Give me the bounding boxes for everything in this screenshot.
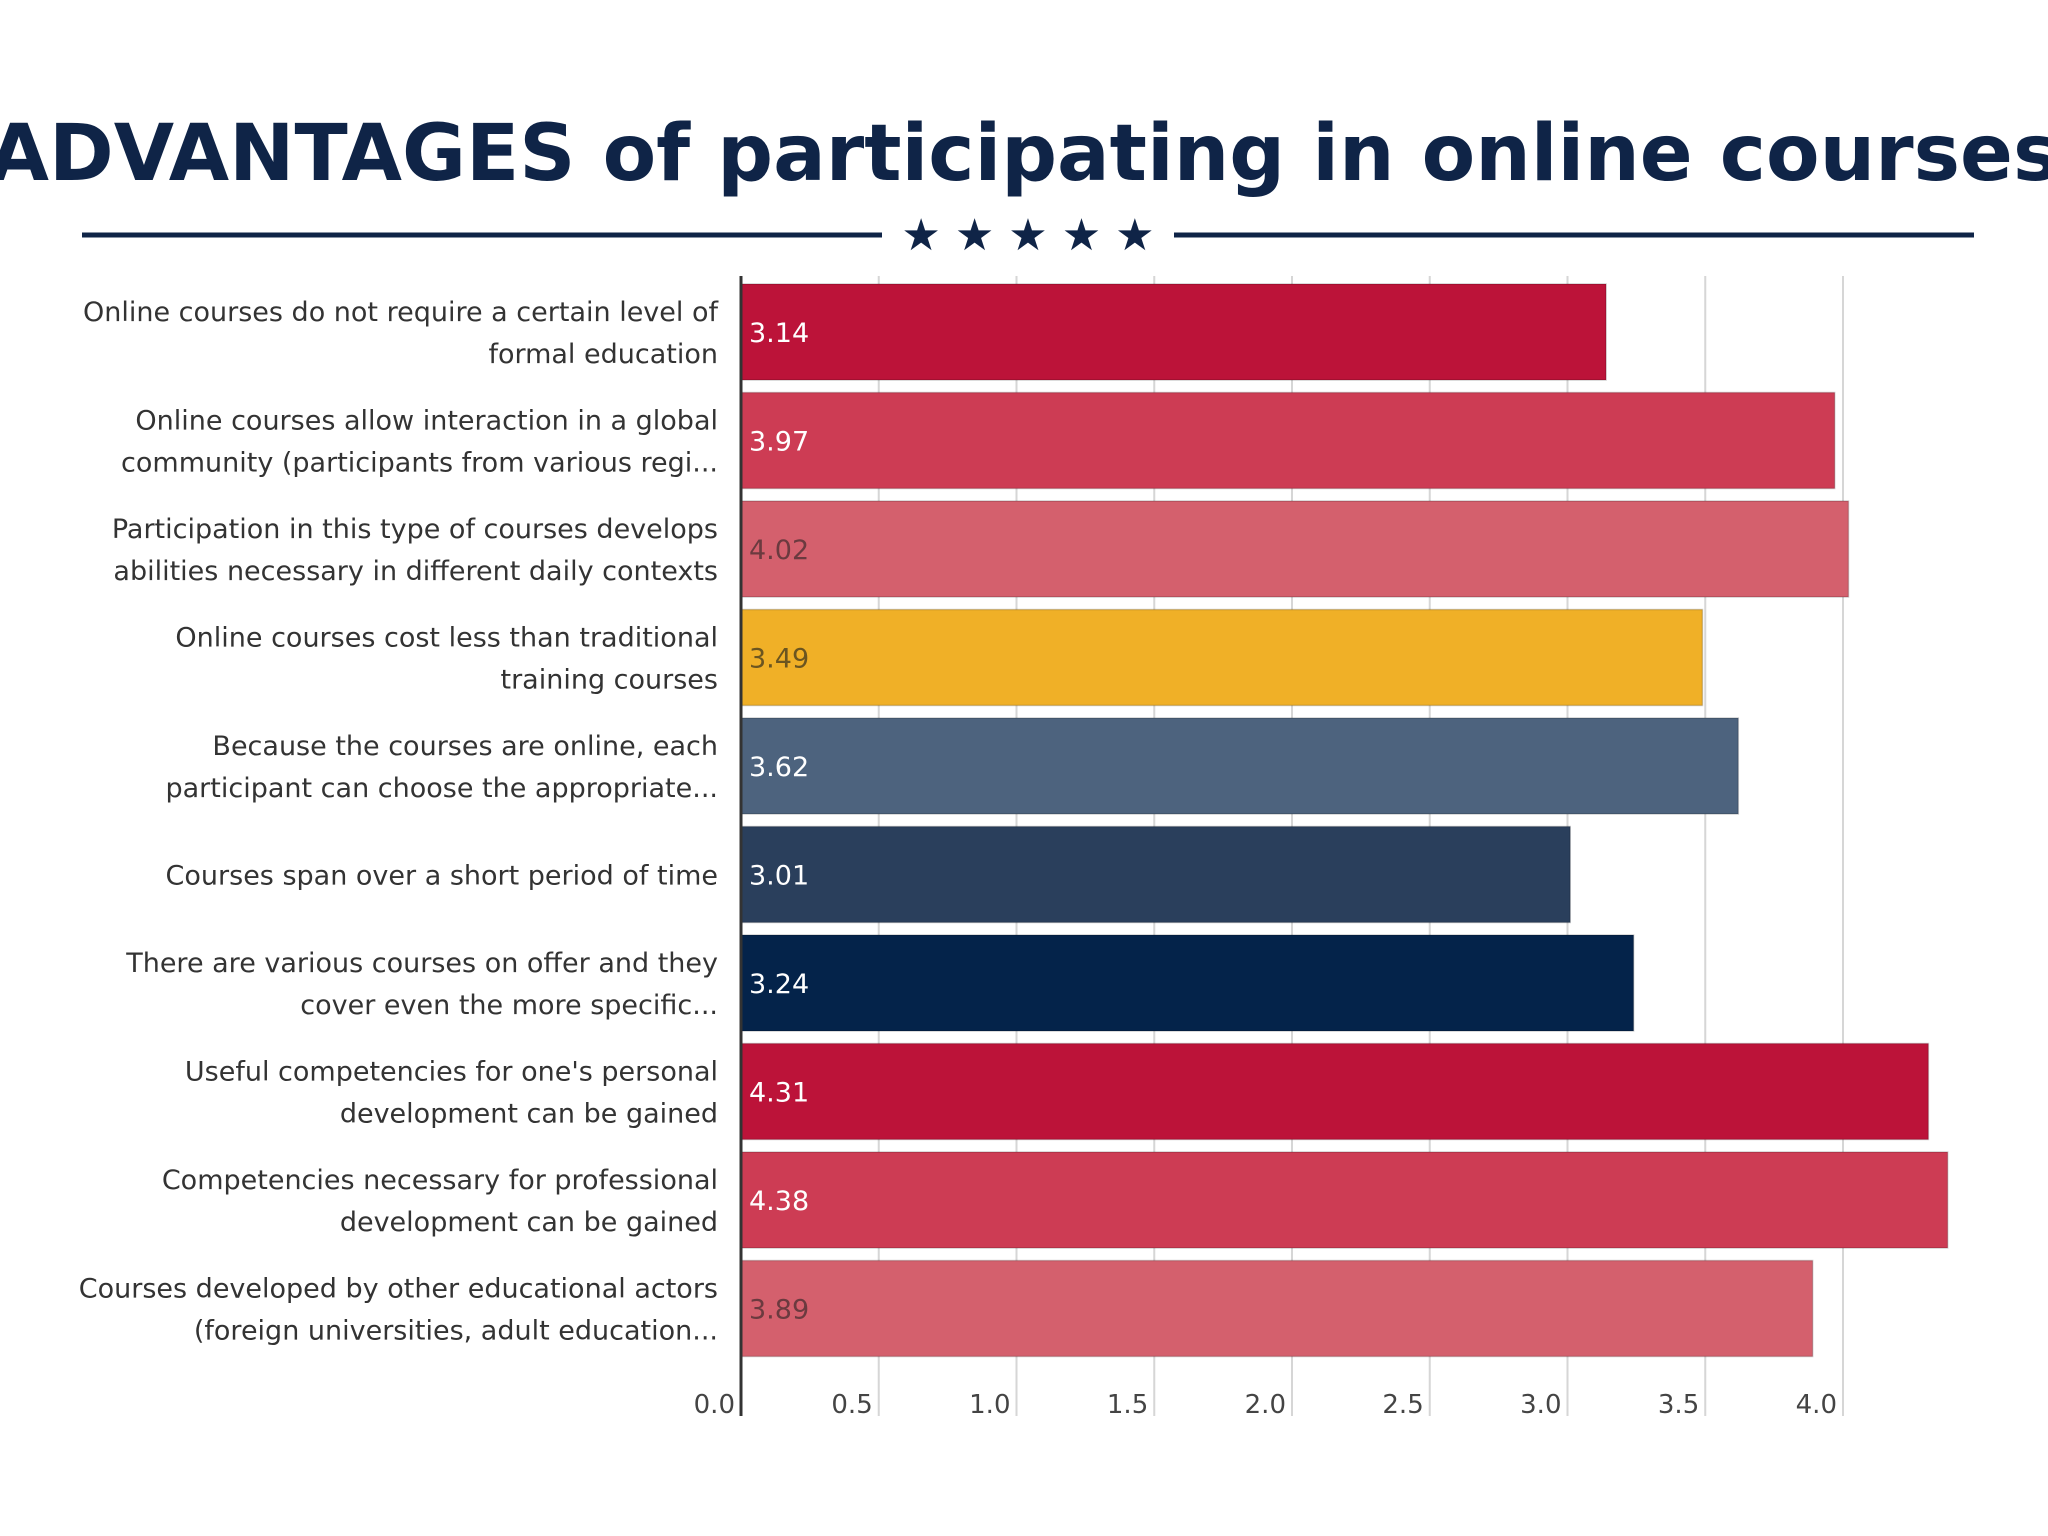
- x-tick-label: 2.0: [1245, 1390, 1286, 1420]
- category-label-line: Competencies necessary for professional: [162, 1165, 718, 1196]
- category-label-line: Useful competencies for one's personal: [185, 1057, 718, 1088]
- category-label-line: development can be gained: [340, 1099, 718, 1130]
- bar-value-label: 4.38: [749, 1186, 809, 1217]
- bar: [740, 1151, 1949, 1249]
- title-stars: ★ ★ ★ ★ ★: [901, 210, 1154, 261]
- bar: [740, 283, 1607, 381]
- x-tick-label: 4.0: [1796, 1390, 1837, 1420]
- category-label-line: formal education: [488, 339, 718, 370]
- bar-value-label: 3.01: [749, 861, 809, 892]
- x-tick-label: 1.0: [969, 1390, 1010, 1420]
- bar: [740, 391, 1836, 490]
- bar-value-label: 4.02: [749, 535, 809, 566]
- category-label-line: participant can choose the appropriate..…: [166, 773, 719, 804]
- x-tick-label: 3.5: [1658, 1390, 1699, 1420]
- category-label-line: There are various courses on offer and t…: [125, 948, 718, 979]
- chart-title-rest: of participating in online courses: [575, 109, 2048, 199]
- category-label-line: (foreign universities, adult education..…: [194, 1316, 718, 1347]
- bar: [740, 934, 1635, 1032]
- x-tick-label: 0.5: [831, 1390, 872, 1420]
- category-label-line: training courses: [500, 665, 718, 696]
- category-label: Online courses cost less than traditiona…: [175, 623, 718, 696]
- category-label: Useful competencies for one's personal de…: [185, 1057, 718, 1130]
- category-label: Competencies necessary for professional d…: [162, 1165, 718, 1238]
- bar: [740, 500, 1850, 598]
- category-labels: Online courses do not require a certain …: [79, 297, 720, 1347]
- bar: [740, 717, 1740, 815]
- category-label-line: Courses span over a short period of time: [166, 861, 718, 892]
- x-tick-label: 1.5: [1107, 1390, 1148, 1420]
- category-label-line: Online courses allow interaction in a gl…: [135, 406, 718, 437]
- bar-value-label: 3.62: [749, 752, 809, 783]
- category-label: Courses developed by other educational a…: [79, 1274, 718, 1347]
- category-label-line: Because the courses are online, each: [212, 731, 718, 762]
- bars: 3.14 3.97 4.02 3.49 3.62 3.01 3.24 4.31 4.38 3.89: [740, 283, 1949, 1358]
- bar: [740, 825, 1572, 924]
- chart-title: ADVANTAGES of participating in online co…: [0, 109, 2048, 199]
- category-label-line: Participation in this type of courses de…: [112, 514, 718, 545]
- category-label-line: abilities necessary in different daily c…: [113, 556, 718, 587]
- bar-value-label: 3.24: [749, 969, 809, 1000]
- category-label-line: community (participants from various reg…: [121, 448, 718, 479]
- bar: [740, 1259, 1814, 1358]
- x-tick-label: 2.5: [1382, 1390, 1423, 1420]
- category-label-line: Courses developed by other educational a…: [79, 1274, 718, 1305]
- bar-value-label: 3.49: [749, 644, 809, 675]
- bar-value-label: 3.97: [749, 427, 809, 458]
- category-label: Courses span over a short period of time: [166, 861, 718, 892]
- chart-title-bold: ADVANTAGES: [0, 109, 575, 199]
- category-label-line: Online courses do not require a certain …: [83, 297, 720, 328]
- category-label: Online courses do not require a certain …: [83, 297, 720, 370]
- category-label: Because the courses are online, each part…: [166, 731, 719, 804]
- category-label-line: development can be gained: [340, 1207, 718, 1238]
- category-label: Online courses allow interaction in a gl…: [121, 406, 718, 479]
- x-tick-label: 0.0: [694, 1390, 735, 1420]
- x-tick-label: 3.0: [1520, 1390, 1561, 1420]
- category-label-line: cover even the more specific...: [300, 990, 718, 1021]
- category-label-line: Online courses cost less than traditiona…: [175, 623, 718, 654]
- bar: [740, 1042, 1930, 1141]
- category-label: There are various courses on offer and t…: [125, 948, 718, 1021]
- bar: [740, 608, 1704, 707]
- category-label: Participation in this type of courses de…: [112, 514, 718, 587]
- bar-value-label: 3.14: [749, 318, 809, 349]
- bar-value-label: 4.31: [749, 1078, 809, 1109]
- x-axis-ticks: 0.0 0.5 1.0 1.5 2.0 2.5 3.0 3.5 4.0: [694, 1390, 1837, 1420]
- bar-value-label: 3.89: [749, 1295, 809, 1326]
